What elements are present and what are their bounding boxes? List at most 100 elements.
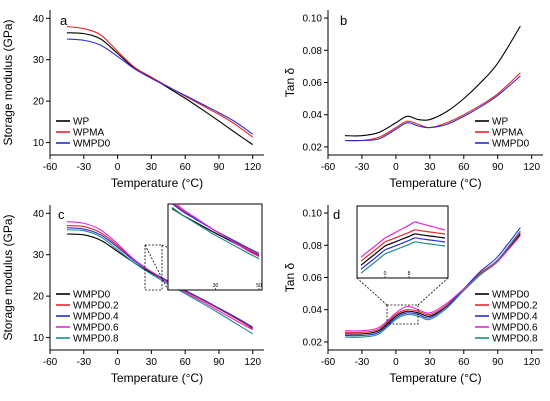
x-tick-label: -30 — [355, 162, 370, 173]
chart-panel-c: -60 -30 0 30 60 90 120 10 20 30 40 Temperature (°C)… — [1, 203, 264, 385]
inset-series-line-WMPD0.6 — [360, 221, 446, 258]
series-group — [66, 221, 254, 335]
inset-series-group — [171, 204, 260, 260]
legend-label-WMPD0.6: WMPD0.6 — [73, 323, 119, 334]
x-tick-label: 0 — [393, 162, 399, 173]
series-line-WMPD0.4 — [66, 227, 254, 328]
legend-label-WMPD0.4: WMPD0.4 — [73, 312, 119, 323]
x-tick-label: 60 — [180, 162, 192, 173]
y-tick-label: 0.08 — [303, 241, 323, 252]
legend-label-WMPD0.8: WMPD0.8 — [73, 334, 119, 345]
zoom-region-box — [386, 304, 419, 325]
y-tick-label: 20 — [33, 292, 45, 303]
inset-series-line-WMPD0.6 — [175, 204, 260, 258]
y-tick-label: 0.08 — [303, 46, 323, 57]
y-tick-label: 20 — [33, 97, 45, 108]
x-tick-label: -60 — [321, 357, 336, 368]
x-axis-label-main: Temperature ( — [389, 176, 464, 190]
x-axis-label-main: Temperature ( — [111, 371, 186, 385]
x-tick-label: 30 — [146, 357, 158, 368]
series-line-WP — [344, 25, 521, 137]
x-tick-label: 90 — [492, 357, 504, 368]
legend-label-WP: WP — [73, 117, 89, 128]
x-tick-label: 0 — [115, 357, 121, 368]
legend-label-WMPD0.2: WMPD0.2 — [73, 301, 119, 312]
x-axis-label-close: ) — [199, 371, 203, 385]
inset: 30 50 — [144, 203, 263, 291]
zoom-connector-line — [356, 277, 388, 306]
y-axis-label: Storage modulus (GPa) — [1, 214, 15, 340]
y-tick-label: 30 — [33, 250, 45, 261]
x-axis-label: Temperature (°C) — [111, 176, 203, 190]
x-tick-label: 0 — [393, 357, 399, 368]
y-tick-label: 0.06 — [303, 78, 323, 89]
series-line-WMPD0 — [344, 75, 521, 142]
x-tick-label: -30 — [77, 162, 92, 173]
x-tick-label: -60 — [321, 162, 336, 173]
series-group — [344, 25, 521, 142]
x-axis-label-close: ) — [478, 176, 482, 190]
y-axis-label: Storage modulus (GPa) — [1, 19, 15, 145]
x-axis-label: Temperature (°C) — [111, 371, 203, 385]
x-axis-label: Temperature (°C) — [389, 371, 481, 385]
legend-label-WMPD0: WMPD0 — [492, 139, 530, 150]
legend-label-WMPD0: WMPD0 — [73, 290, 111, 301]
x-tick-label: 120 — [523, 162, 540, 173]
legend-label-WMPD0: WMPD0 — [73, 139, 111, 150]
panel-letter: c — [58, 207, 65, 222]
x-tick-label: 0 — [115, 162, 121, 173]
zoom-connector-line — [417, 277, 449, 306]
chart-panel-a: -60 -30 0 30 60 90 120 10 20 30 40 Temperature (°C)… — [1, 10, 264, 190]
inset-series-line-WMPD0.2 — [360, 229, 446, 262]
inset-series-group — [360, 221, 446, 274]
y-tick-label: 0.04 — [303, 305, 323, 316]
x-axis-label-close: ) — [199, 176, 203, 190]
series-line-WMPD0.8 — [66, 229, 254, 335]
panel-letter: a — [60, 13, 68, 28]
x-tick-label: -30 — [77, 357, 92, 368]
chart-panel-d: -60 -30 0 30 60 90 120 0.02 0.04 0.06 0.08 0.10 Temp… — [283, 205, 543, 385]
panel-letter: b — [340, 13, 347, 28]
x-tick-label: 90 — [213, 162, 225, 173]
x-tick-label: 30 — [146, 162, 158, 173]
y-axis-label: Tan δ — [283, 263, 297, 293]
y-tick-label: 0.04 — [303, 110, 323, 121]
chart-panel-b: -60 -30 0 30 60 90 120 0.02 0.04 0.06 0.08 0.10 Temp… — [283, 10, 543, 190]
inset-x-tick-label: 8 — [408, 271, 411, 277]
x-tick-label: 120 — [244, 357, 261, 368]
x-tick-label: 120 — [244, 162, 261, 173]
x-tick-label: 30 — [424, 357, 436, 368]
inset-series-line-WMPD0.8 — [360, 241, 446, 274]
x-axis-label-unit: °C — [464, 176, 478, 190]
series-line-WMPD0.6 — [66, 221, 254, 331]
x-tick-label: 60 — [458, 162, 470, 173]
x-axis-label-unit: °C — [464, 371, 478, 385]
x-tick-label: -30 — [355, 357, 370, 368]
series-line-WMPD0.4 — [344, 227, 521, 337]
x-axis-label: Temperature (°C) — [389, 176, 481, 190]
x-tick-label: 60 — [180, 357, 192, 368]
series-group — [344, 227, 521, 338]
legend-label-WPMA: WPMA — [492, 128, 523, 139]
y-tick-label: 10 — [33, 138, 45, 149]
series-line-WMPD0.8 — [344, 230, 521, 338]
x-axis-label-main: Temperature ( — [111, 176, 186, 190]
x-axis-label-close: ) — [478, 371, 482, 385]
x-axis-label-unit: °C — [186, 371, 200, 385]
y-tick-label: 0.10 — [303, 209, 323, 220]
inset-frame — [356, 205, 449, 279]
y-tick-label: 40 — [33, 14, 45, 25]
legend-label-WP: WP — [492, 117, 508, 128]
x-tick-label: -60 — [43, 357, 58, 368]
y-axis-label: Tan δ — [283, 68, 297, 98]
inset-x-tick-label: 30 — [213, 283, 219, 289]
inset-series-line-WMPD0.8 — [171, 207, 260, 260]
x-tick-label: 60 — [458, 357, 470, 368]
x-tick-label: 30 — [424, 162, 436, 173]
x-axis-label-unit: °C — [186, 176, 200, 190]
series-line-WMPD0.2 — [344, 232, 521, 334]
series-group — [66, 26, 254, 146]
